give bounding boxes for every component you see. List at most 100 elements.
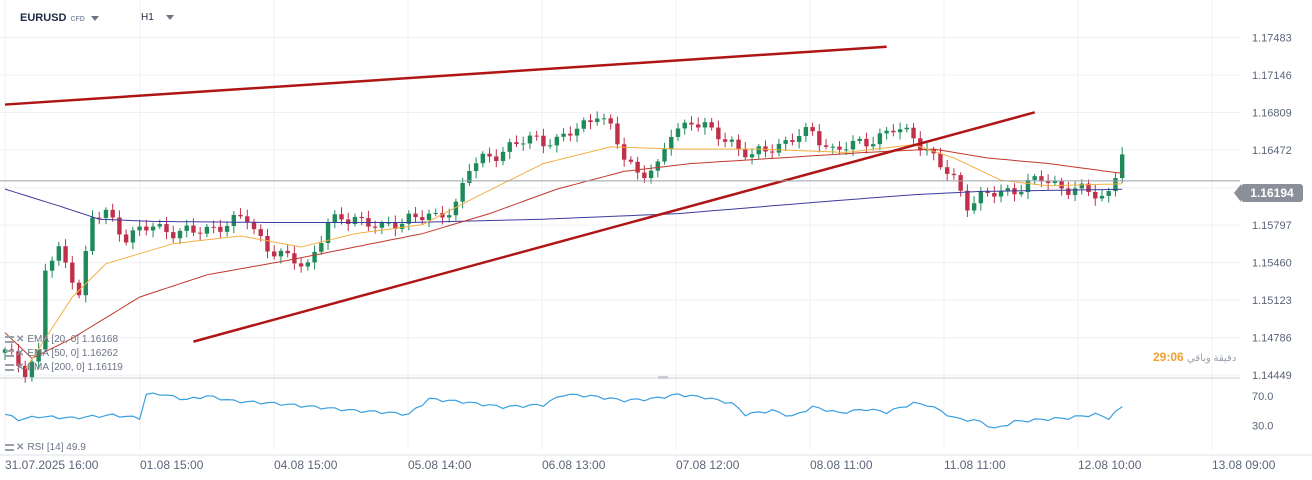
candle — [985, 191, 990, 194]
candle — [534, 135, 539, 137]
pane-resize-handle — [658, 376, 668, 379]
price-tick-label: 1.14449 — [1252, 370, 1292, 382]
candle — [76, 282, 82, 296]
candle — [218, 226, 223, 232]
candle — [500, 151, 506, 162]
candle — [655, 161, 661, 171]
candle — [83, 251, 88, 296]
candle — [635, 161, 640, 173]
candle — [433, 212, 438, 214]
candle — [1113, 178, 1118, 192]
candle — [480, 153, 486, 164]
candle — [339, 214, 344, 220]
candle — [90, 217, 95, 252]
candle — [695, 124, 701, 128]
candle — [379, 222, 385, 228]
candle — [830, 146, 835, 148]
candle — [608, 118, 613, 124]
price-tick-label: 1.17146 — [1252, 70, 1292, 82]
indicator-label: RSI [14] 49.9 — [27, 442, 86, 453]
candle — [265, 235, 270, 252]
candle-countdown: 29:06 دقيقة وباقي — [1153, 350, 1236, 364]
candle — [211, 226, 216, 228]
close-icon[interactable]: ✕ — [16, 362, 25, 373]
candle — [1119, 154, 1125, 179]
price-tick-label: 1.15123 — [1252, 295, 1292, 307]
candle — [117, 217, 122, 235]
candle — [581, 120, 586, 129]
time-tick-label: 07.08 12:00 — [676, 458, 740, 472]
countdown-text: دقيقة وباقي — [1187, 353, 1237, 364]
candle — [507, 142, 512, 152]
settings-lines-icon[interactable] — [5, 363, 14, 371]
candle — [796, 135, 802, 142]
timeframe-selector[interactable]: H1 — [141, 12, 174, 23]
candle — [648, 170, 654, 178]
candle — [689, 122, 694, 125]
current-price-badge: 1.16194 — [1234, 184, 1303, 202]
candle — [352, 216, 358, 224]
candle — [164, 224, 169, 233]
candle — [817, 131, 822, 146]
candle — [467, 171, 472, 184]
candle — [884, 130, 889, 134]
candle — [332, 214, 337, 223]
candle — [904, 127, 910, 130]
symbol-selector[interactable]: EURUSD CFD — [20, 12, 99, 24]
indicator-ema50[interactable]: ✕ EMA [50, 0] 1.16262 — [5, 348, 118, 359]
trendline — [4, 45, 887, 106]
candle — [521, 143, 526, 145]
candle — [1032, 176, 1037, 180]
candle — [70, 262, 75, 283]
candle — [63, 246, 68, 263]
time-tick-label: 06.08 13:00 — [542, 458, 606, 472]
candle — [682, 122, 687, 129]
candle — [514, 142, 519, 145]
candle — [130, 230, 136, 243]
candle — [97, 217, 102, 219]
candle — [729, 139, 735, 142]
candle — [372, 226, 378, 228]
candle — [204, 226, 210, 234]
candle — [554, 136, 560, 146]
candle — [601, 118, 607, 120]
candle — [561, 133, 566, 137]
candle — [1039, 176, 1044, 182]
close-icon[interactable]: ✕ — [16, 442, 25, 453]
candle — [285, 250, 290, 254]
candle — [426, 213, 432, 221]
indicator-ema20[interactable]: ✕ EMA [20, 0] 1.16168 — [5, 334, 118, 345]
candle — [487, 153, 492, 157]
time-tick-label: 01.08 15:00 — [140, 458, 204, 472]
candle — [588, 120, 593, 123]
candle — [1066, 188, 1071, 195]
candle — [595, 118, 600, 123]
candle — [272, 251, 277, 257]
candle — [49, 260, 55, 271]
settings-lines-icon[interactable] — [5, 443, 14, 451]
candle — [305, 262, 311, 267]
close-icon[interactable]: ✕ — [16, 334, 25, 345]
price-tick-label: 1.15797 — [1252, 220, 1292, 232]
candle — [770, 151, 775, 153]
candle — [1005, 188, 1010, 192]
settings-lines-icon[interactable] — [5, 349, 14, 357]
candle — [857, 138, 862, 141]
indicator-label: EMA [20, 0] 1.16168 — [27, 334, 119, 345]
indicator-rsi[interactable]: ✕ RSI [14] 49.9 — [5, 442, 86, 453]
close-icon[interactable]: ✕ — [16, 348, 25, 359]
symbol-name: EURUSD — [20, 12, 67, 24]
candle — [325, 222, 331, 244]
candle — [1093, 191, 1098, 199]
indicator-ema200[interactable]: ✕ EMA [200, 0] 1.16119 — [5, 362, 123, 373]
candle — [669, 136, 674, 149]
candle — [1106, 191, 1111, 196]
candle — [312, 251, 317, 263]
settings-lines-icon[interactable] — [5, 335, 14, 343]
candle — [1059, 181, 1064, 189]
candle — [292, 253, 297, 264]
candle — [251, 222, 257, 230]
price-tick-label: 1.15460 — [1252, 258, 1292, 270]
candle — [56, 246, 62, 261]
